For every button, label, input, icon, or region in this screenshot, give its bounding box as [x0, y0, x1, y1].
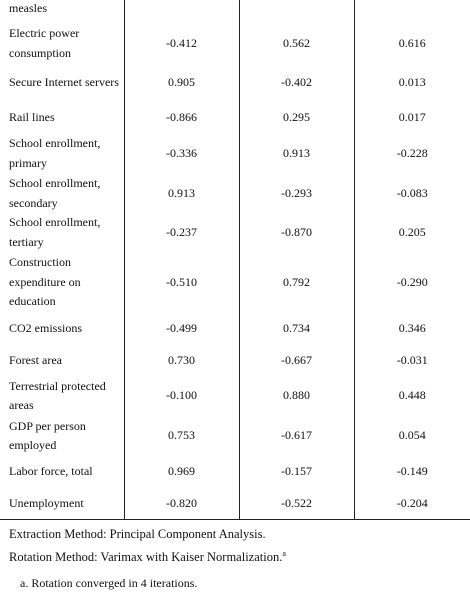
loading-value: -0.157	[238, 456, 354, 488]
row-label: Rail lines	[9, 109, 55, 124]
footnote-marker: a	[282, 549, 286, 558]
loading-value: 0.562	[238, 24, 354, 63]
loading-value	[353, 0, 470, 24]
loading-value: 0.969	[123, 456, 239, 488]
rotation-method-note: Rotation Method: Varimax with Kaiser Nor…	[0, 544, 470, 567]
rotation-method-text: Rotation Method: Varimax with Kaiser Nor…	[9, 550, 283, 564]
loading-value: 0.792	[238, 252, 354, 313]
table-row: Terrestrial protected areas -0.100 0.880…	[0, 376, 470, 416]
row-label: Electric power consumption	[9, 26, 80, 60]
table-footnotes: Extraction Method: Principal Component A…	[0, 524, 470, 593]
table-row: School enrollment, primary -0.336 0.913 …	[0, 133, 470, 174]
row-label: School enrollment, tertiary	[9, 215, 101, 249]
loading-value: -0.402	[238, 63, 354, 102]
row-label: GDP per person employed	[9, 418, 86, 453]
row-label: Labor force, total	[9, 464, 93, 479]
row-label: Terrestrial protected areas	[9, 378, 106, 413]
loading-value: 0.448	[353, 376, 470, 416]
loading-value: 0.913	[238, 133, 354, 174]
loading-value: 0.730	[123, 345, 239, 376]
loading-value: 0.734	[238, 313, 354, 345]
rotated-component-matrix: measles Electric power consumption -0.41…	[0, 0, 470, 520]
table-row: Unemployment -0.820 -0.522 -0.204	[0, 488, 470, 520]
table-row: School enrollment, tertiary -0.237 -0.87…	[0, 213, 470, 252]
loading-value: -0.237	[123, 213, 239, 252]
convergence-text: a. Rotation converged in 4 iterations.	[20, 576, 198, 590]
loadings-table-container: measles Electric power consumption -0.41…	[0, 0, 470, 520]
row-label: Construction expenditure on education	[9, 255, 81, 309]
loading-value: 0.017	[353, 102, 470, 133]
table-row: GDP per person employed 0.753 -0.617 0.0…	[0, 416, 470, 456]
loading-value: 0.054	[353, 416, 470, 456]
table-row: Electric power consumption -0.412 0.562 …	[0, 24, 470, 63]
row-label: Forest area	[9, 352, 62, 367]
table-row: Rail lines -0.866 0.295 0.017	[0, 102, 470, 133]
table-row: measles	[0, 0, 470, 24]
table-row: CO2 emissions -0.499 0.734 0.346	[0, 313, 470, 345]
row-label: School enrollment, secondary	[9, 176, 101, 210]
loading-value: -0.083	[353, 174, 470, 213]
loading-value: 0.913	[123, 174, 239, 213]
loading-value: -0.100	[123, 376, 239, 416]
loading-value: 0.880	[238, 376, 354, 416]
loading-value: 0.753	[123, 416, 239, 456]
row-label: measles	[9, 1, 47, 15]
row-label: Secure Internet servers	[9, 74, 119, 89]
extraction-method-text: Extraction Method: Principal Component A…	[9, 527, 266, 541]
loading-value: -0.228	[353, 133, 470, 174]
loading-value: -0.149	[353, 456, 470, 488]
loading-value: -0.290	[353, 252, 470, 313]
loading-value: -0.617	[238, 416, 354, 456]
loading-value	[238, 0, 354, 24]
loading-value	[123, 0, 239, 24]
loading-value: -0.522	[238, 488, 354, 520]
row-label: CO2 emissions	[9, 321, 83, 336]
loading-value: 0.346	[353, 313, 470, 345]
loading-value: -0.667	[238, 345, 354, 376]
loading-value: -0.866	[123, 102, 239, 133]
table-row: Construction expenditure on education -0…	[0, 252, 470, 313]
table-row: School enrollment, secondary 0.913 -0.29…	[0, 174, 470, 213]
loading-value: -0.031	[353, 345, 470, 376]
loading-value: -0.412	[123, 24, 239, 63]
row-label: School enrollment, primary	[9, 136, 101, 170]
table-row: Secure Internet servers 0.905 -0.402 0.0…	[0, 63, 470, 102]
loading-value: -0.204	[353, 488, 470, 520]
table-row: Forest area 0.730 -0.667 -0.031	[0, 345, 470, 376]
extraction-method-note: Extraction Method: Principal Component A…	[0, 524, 470, 544]
rotation-convergence-note: a. Rotation converged in 4 iterations.	[0, 573, 470, 593]
loading-value: 0.905	[123, 63, 239, 102]
loading-value: -0.870	[238, 213, 354, 252]
loading-value: -0.293	[238, 174, 354, 213]
loading-value: 0.205	[353, 213, 470, 252]
loading-value: 0.013	[353, 63, 470, 102]
loading-value: 0.295	[238, 102, 354, 133]
loading-value: -0.510	[123, 252, 239, 313]
table-row: Labor force, total 0.969 -0.157 -0.149	[0, 456, 470, 488]
row-label: Unemployment	[0, 488, 124, 520]
loading-value: -0.336	[123, 133, 239, 174]
loading-value: -0.499	[123, 313, 239, 345]
loading-value: -0.820	[123, 488, 239, 520]
loading-value: 0.616	[353, 24, 470, 63]
